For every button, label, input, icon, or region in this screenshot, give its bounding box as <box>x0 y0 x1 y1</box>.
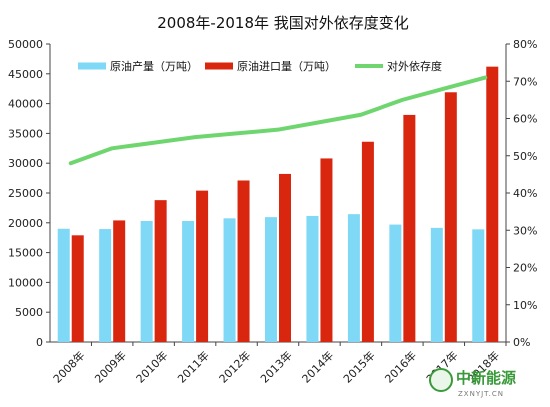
bar-series-1-4 <box>237 180 250 342</box>
y-left-tick-label: 40000 <box>8 98 43 111</box>
y-right-tick-label: 50% <box>513 150 537 163</box>
y-left-tick-label: 20000 <box>8 217 43 230</box>
y-right-tick-label: 70% <box>513 75 537 88</box>
bar-series-0-5 <box>265 217 277 342</box>
bar-series-0-9 <box>430 227 443 342</box>
x-tick-label: 2011年 <box>174 348 211 385</box>
y-left-tick-label: 10000 <box>8 276 43 289</box>
y-left-tick-label: 30000 <box>8 157 43 170</box>
x-tick-label: 2008年 <box>50 348 87 385</box>
x-tick-label: 2013年 <box>257 348 294 385</box>
y-right-tick-label: 0% <box>513 336 530 349</box>
bar-series-1-7 <box>361 141 374 342</box>
bar-series-0-4 <box>223 218 236 342</box>
x-tick-label: 2010年 <box>133 348 170 385</box>
y-right-tick-label: 80% <box>513 38 537 51</box>
y-left-tick-label: 25000 <box>8 187 43 200</box>
bar-series-1-6 <box>320 158 333 342</box>
y-left-tick-label: 5000 <box>15 306 43 319</box>
bar-series-0-3 <box>182 221 195 342</box>
watermark-text: 中新能源 <box>456 369 516 387</box>
legend-swatch-0 <box>78 62 106 70</box>
legend: 原油产量（万吨） 原油进口量（万吨） 对外依存度 <box>78 59 442 73</box>
line-series-path <box>68 75 488 166</box>
bar-series-0-1 <box>99 229 112 342</box>
x-tick-label: 2016年 <box>382 348 419 385</box>
y-right-tick-label: 20% <box>513 262 537 275</box>
bar-series-0-6 <box>306 215 319 342</box>
watermark-logo-icon <box>429 368 453 392</box>
y-left-tick-label: 50000 <box>8 38 43 51</box>
bar-series-1-1 <box>113 220 126 342</box>
legend-swatch-1 <box>205 62 233 70</box>
legend-label-0: 原油产量（万吨） <box>110 59 198 73</box>
bar-series-0-7 <box>347 214 360 342</box>
bar-series-1-5 <box>279 173 291 342</box>
line-series <box>68 75 488 166</box>
bar-series-1-3 <box>196 190 209 342</box>
legend-label-2: 对外依存度 <box>387 59 442 73</box>
bar-series-1-9 <box>444 92 457 342</box>
y-right-tick-label: 40% <box>513 187 537 200</box>
watermark: 中新能源 ZXNYJT.CN <box>429 368 516 398</box>
legend-swatch-2 <box>355 64 383 68</box>
chart-title: 2008年-2018年 我国对外依存度变化 <box>157 14 409 32</box>
y-right-tick-label: 10% <box>513 299 537 312</box>
bar-series-1-8 <box>403 114 416 342</box>
bar-series-0-8 <box>389 224 402 342</box>
y-left-tick-label: 0 <box>36 336 43 349</box>
y-right-tick-label: 60% <box>513 113 537 126</box>
x-tick-label: 2012年 <box>216 348 253 385</box>
y-left-tick-label: 35000 <box>8 127 43 140</box>
x-tick-label: 2009年 <box>92 348 129 385</box>
watermark-sub: ZXNYJT.CN <box>458 390 504 398</box>
x-tick-label: 2015年 <box>340 348 377 385</box>
legend-label-1: 原油进口量（万吨） <box>237 59 336 73</box>
bar-series-0-0 <box>57 228 70 342</box>
bars <box>57 66 499 342</box>
bar-series-1-0 <box>71 235 84 342</box>
bar-series-1-10 <box>486 66 499 342</box>
bar-series-0-2 <box>140 221 153 342</box>
bar-series-1-2 <box>154 200 167 342</box>
x-tick-label: 2014年 <box>299 348 336 385</box>
y-right-tick-label: 30% <box>513 224 537 237</box>
y-left-tick-label: 15000 <box>8 247 43 260</box>
y-left-tick-label: 45000 <box>8 68 43 81</box>
bar-series-0-10 <box>472 229 485 342</box>
